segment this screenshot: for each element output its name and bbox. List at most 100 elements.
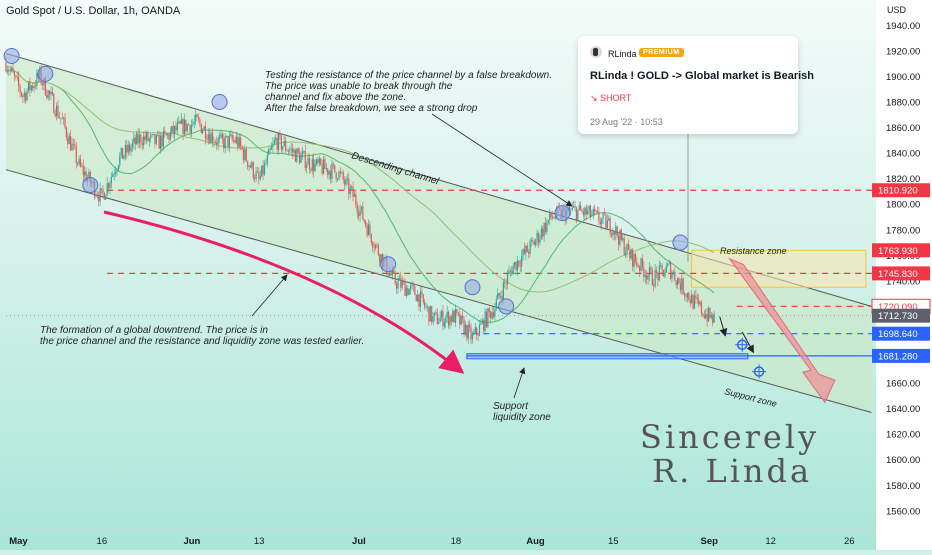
candle-body	[164, 130, 166, 134]
candle-body	[703, 314, 705, 319]
candle-body	[707, 308, 710, 322]
candle-body	[537, 232, 540, 243]
candle-body	[643, 267, 645, 278]
candle-body	[436, 312, 438, 324]
candle-body	[64, 117, 66, 128]
candle-body	[439, 317, 441, 323]
time-tick-label: Sep	[701, 536, 719, 547]
candle-body	[584, 207, 586, 216]
candle-body	[664, 272, 666, 277]
candle-body	[640, 258, 642, 271]
candle-body	[499, 296, 502, 298]
candle-body	[325, 168, 327, 170]
candle-body	[478, 324, 481, 336]
candle-body	[603, 213, 606, 215]
candle-body	[256, 171, 259, 173]
time-axis: May 16 Jun 13 Jul 18 Aug 15 Sep 12 26	[0, 529, 876, 547]
candle-body	[400, 277, 402, 288]
candle-body	[272, 143, 274, 148]
candle-body	[661, 264, 663, 270]
candle-body	[676, 278, 679, 285]
candle-body	[181, 119, 183, 124]
candle-body	[580, 205, 582, 211]
candle-body	[508, 270, 510, 274]
candle-body	[53, 94, 55, 114]
candle-body	[58, 117, 60, 119]
candle-body	[585, 207, 587, 215]
candle-body	[230, 134, 232, 136]
idea-title[interactable]: RLinda ! GOLD -> Global market is Bearis…	[590, 70, 815, 82]
candle-body	[530, 240, 533, 242]
touch-point-circle	[554, 205, 571, 222]
candle-body	[154, 134, 156, 144]
candle-body	[270, 147, 273, 150]
candle-body	[72, 143, 75, 145]
candle-body	[653, 285, 655, 287]
candle-body	[268, 149, 270, 156]
candle-body	[344, 179, 346, 185]
candle-body	[425, 306, 427, 308]
candle-body	[581, 210, 583, 212]
candle-body	[528, 252, 530, 254]
candle-body	[471, 334, 474, 340]
candle-body	[699, 302, 701, 305]
candle-body	[248, 165, 250, 167]
candle-body	[20, 92, 23, 96]
candle-body	[627, 243, 630, 250]
candle-body	[296, 148, 298, 162]
author-name[interactable]: RLinda	[608, 49, 637, 59]
candle-body	[23, 92, 25, 97]
candle-body	[484, 311, 486, 331]
candle-body	[148, 138, 150, 142]
candle-body	[570, 209, 572, 211]
candle-body	[358, 212, 360, 217]
price-label-box	[872, 266, 930, 281]
candle-body	[172, 126, 174, 135]
candle-body	[692, 294, 694, 309]
candle-body	[453, 310, 455, 323]
candle-body	[204, 126, 207, 140]
candle-body	[405, 287, 408, 296]
candle-body	[682, 278, 684, 295]
candle-body	[158, 134, 160, 149]
candle-body	[188, 124, 190, 126]
candle-body	[203, 126, 205, 131]
candle-body	[186, 124, 188, 132]
candle-body	[374, 244, 377, 249]
candle-body	[529, 240, 531, 254]
idea-card[interactable]: RLinda PREMIUM RLinda ! GOLD -> Global m…	[578, 36, 814, 134]
candle-body	[532, 240, 534, 242]
candle-body	[705, 314, 707, 319]
candle-body	[47, 90, 49, 98]
candle-body	[51, 91, 53, 95]
candle-body	[107, 183, 110, 189]
candle-body	[63, 117, 65, 119]
candle-body	[691, 294, 693, 304]
candle-body	[712, 315, 714, 323]
candle-body	[587, 211, 589, 215]
candle-body	[469, 325, 471, 328]
candle-body	[435, 312, 437, 314]
time-tick-label: 15	[608, 536, 619, 547]
price-tick-label: 1920.00	[886, 46, 920, 57]
candle-body	[605, 214, 607, 229]
candle-body	[143, 136, 145, 146]
candle-body	[684, 294, 686, 296]
candle-body	[341, 172, 343, 173]
candle-body	[213, 142, 215, 144]
time-tick-label: May	[9, 536, 28, 547]
candle-body	[216, 142, 218, 145]
candle-body	[304, 150, 306, 169]
candle-body	[363, 219, 365, 222]
candle-body	[307, 157, 309, 165]
candle-body	[162, 130, 164, 147]
candle-body	[483, 320, 485, 331]
candle-body	[536, 232, 538, 241]
candle-body	[450, 316, 452, 322]
candle-body	[318, 158, 320, 164]
candle-body	[460, 315, 462, 325]
price-tick-label: 1580.00	[886, 481, 920, 492]
candle-body	[50, 91, 52, 95]
candle-body	[308, 157, 311, 170]
